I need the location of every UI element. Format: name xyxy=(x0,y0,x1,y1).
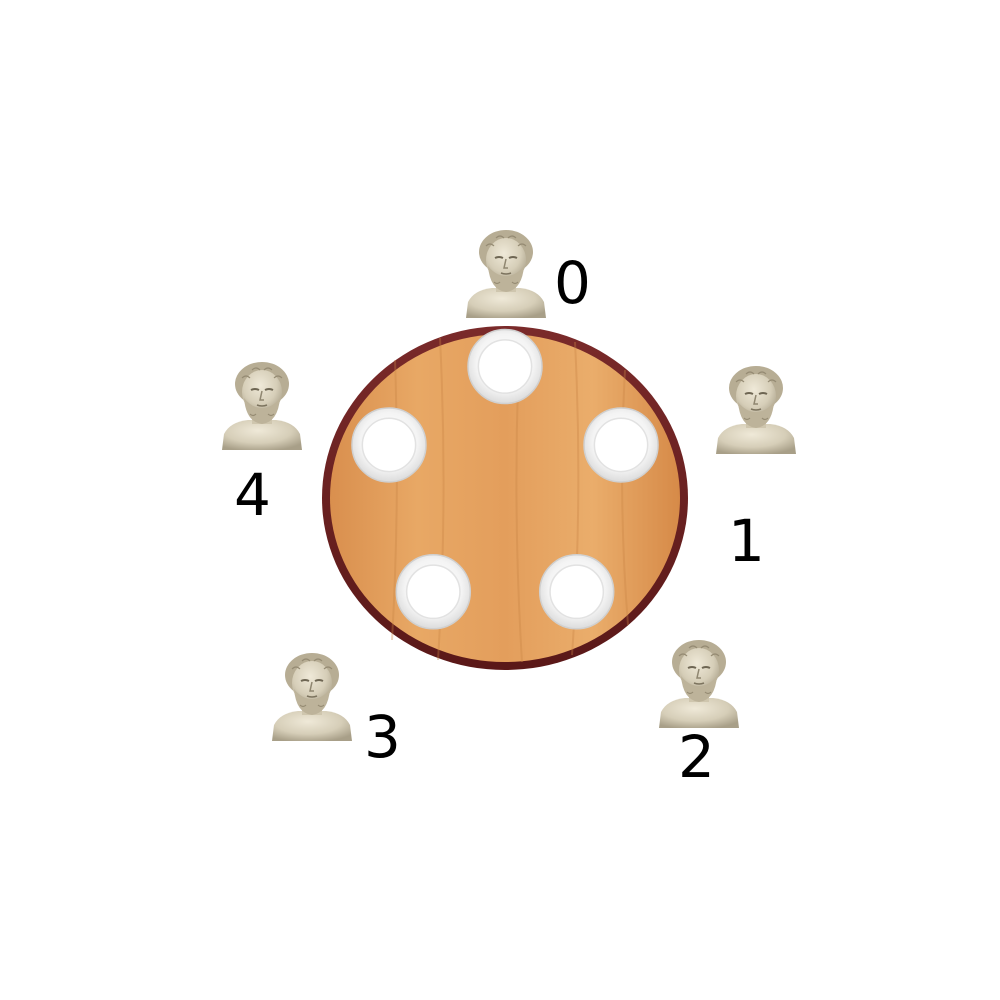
philosopher-label: 2 xyxy=(678,723,715,791)
philosopher-bust-icon xyxy=(271,652,353,742)
plate-icon xyxy=(467,328,543,405)
philosopher-bust-icon xyxy=(221,361,303,451)
philosopher-label: 1 xyxy=(728,507,765,575)
philosopher-bust-icon xyxy=(465,229,547,319)
philosopher-label: 0 xyxy=(554,249,591,317)
plates xyxy=(351,328,659,630)
plate-icon xyxy=(395,554,472,630)
plate-icon xyxy=(538,554,615,630)
plate-icon xyxy=(583,407,659,483)
philosopher-label: 3 xyxy=(364,703,401,771)
philosopher-label: 4 xyxy=(234,461,271,529)
philosopher-bust-icon xyxy=(715,365,797,455)
philosopher-bust-icon xyxy=(658,639,740,729)
plate-icon xyxy=(351,407,427,483)
